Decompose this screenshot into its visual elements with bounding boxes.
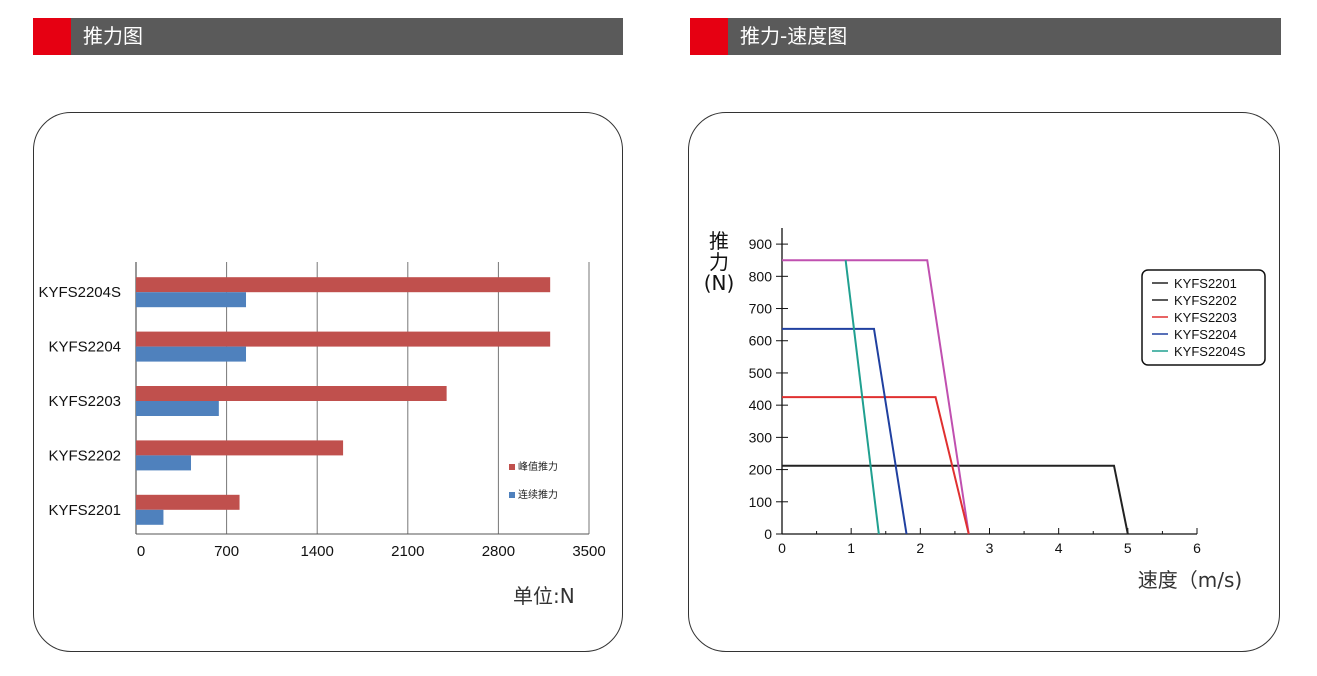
series-line-kyfs2202 (782, 259, 970, 535)
y-tick-label: 0 (764, 526, 772, 542)
y-tick-label: 500 (749, 365, 773, 381)
series-line-kyfs2204 (782, 327, 908, 535)
legend-label: 峰值推力 (518, 460, 558, 473)
y-tick-label: 900 (749, 236, 773, 252)
x-tick-label: 0 (778, 540, 786, 556)
legend-label: KYFS2203 (1174, 310, 1237, 325)
unit-label: 单位:N (513, 584, 575, 608)
header-accent (33, 18, 71, 55)
bar-peak (136, 277, 551, 293)
legend-label: KYFS2204S (1174, 344, 1246, 359)
x-tick-label: 4 (1055, 540, 1063, 556)
header-accent (690, 18, 728, 55)
category-label: KYFS2204 (48, 339, 121, 356)
bar-continuous (136, 401, 219, 416)
bar-peak (136, 386, 447, 401)
bar-continuous (136, 509, 164, 525)
section-header-thrust: 推力图 (33, 18, 623, 55)
series-line-kyfs2201 (782, 464, 1129, 535)
y-tick-label: 600 (749, 333, 773, 349)
x-tick-label: 6 (1193, 540, 1201, 556)
bar-peak (136, 440, 344, 456)
bar-continuous (136, 292, 247, 308)
bar-continuous (136, 455, 192, 471)
thrust-chart-panel (33, 112, 623, 652)
category-label: KYFS2204S (38, 284, 121, 301)
series-line-kyfs2203 (782, 396, 970, 535)
y-tick-label: 200 (749, 462, 773, 478)
category-label: KYFS2201 (48, 502, 121, 519)
legend-label: KYFS2202 (1174, 293, 1237, 308)
thrust-speed-chart-panel (688, 112, 1280, 652)
legend-swatch (509, 492, 515, 498)
bar-peak (136, 494, 240, 510)
y-axis-label: (N) (704, 271, 735, 295)
x-tick-label: 0 (137, 543, 145, 560)
y-tick-label: 700 (749, 301, 773, 317)
legend-label: KYFS2201 (1174, 276, 1237, 291)
y-tick-label: 400 (749, 397, 773, 413)
x-tick-label: 2100 (391, 543, 424, 560)
x-tick-label: 2800 (482, 543, 515, 560)
legend-swatch (509, 464, 515, 470)
y-tick-label: 800 (749, 268, 773, 284)
x-tick-label: 700 (214, 543, 239, 560)
series-line-kyfs2204s (844, 260, 880, 535)
y-axis-label: 推 (709, 229, 729, 253)
category-label: KYFS2203 (48, 393, 121, 410)
x-tick-label: 3500 (572, 543, 605, 560)
bar-peak (136, 331, 551, 347)
section-title: 推力-速度图 (740, 24, 848, 48)
section-header-thrust-speed: 推力-速度图 (690, 18, 1281, 55)
x-tick-label: 1 (847, 540, 855, 556)
x-axis-label: 速度（m/s) (1138, 568, 1242, 592)
y-axis-label: 力 (709, 250, 729, 274)
category-label: KYFS2202 (48, 447, 121, 464)
x-tick-label: 5 (1124, 540, 1132, 556)
section-title: 推力图 (83, 24, 143, 48)
bar-continuous (136, 346, 247, 362)
x-tick-label: 2 (916, 540, 924, 556)
legend-label: KYFS2204 (1174, 327, 1237, 342)
legend-box (1141, 269, 1266, 366)
legend-label: 连续推力 (518, 488, 558, 501)
x-tick-label: 1400 (301, 543, 334, 560)
y-tick-label: 300 (749, 429, 773, 445)
y-tick-label: 100 (749, 494, 773, 510)
x-tick-label: 3 (986, 540, 994, 556)
